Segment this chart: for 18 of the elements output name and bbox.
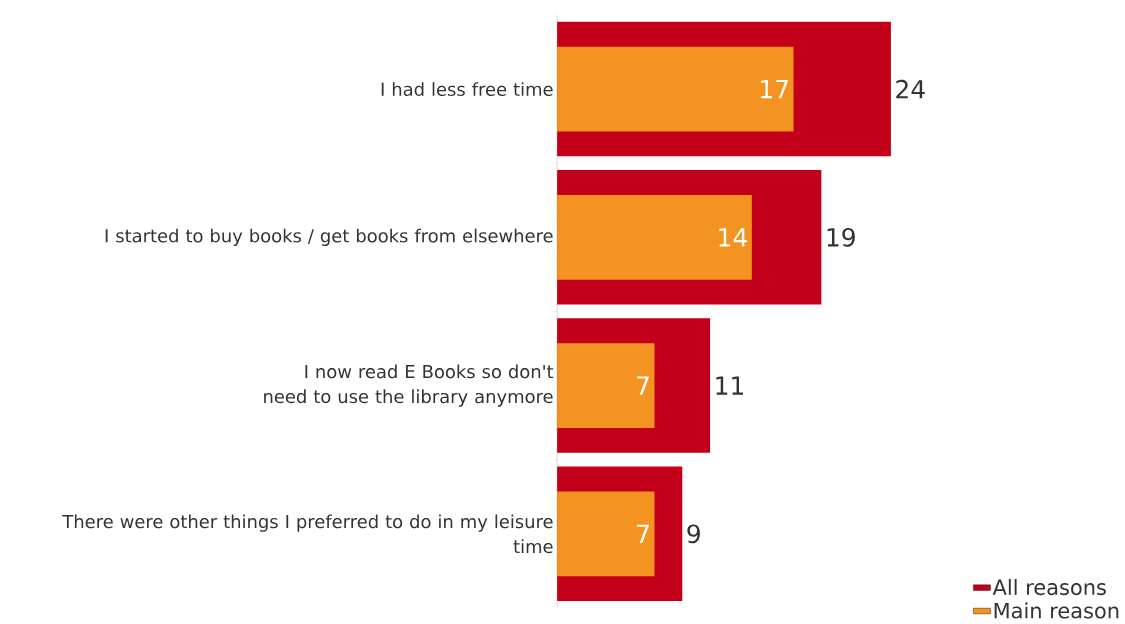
data-label: 19: [827, 228, 855, 247]
data-label: 14: [719, 228, 747, 247]
data-label: 9: [687, 524, 700, 544]
data-label: 7: [637, 524, 649, 544]
bar: [557, 195, 752, 280]
data-label: 7: [637, 376, 649, 395]
bar: [557, 491, 655, 577]
y-tick-label: I started to buy books / get books from elsewhere: [105, 228, 553, 247]
data-label: 11: [716, 376, 744, 395]
legend-label: All reasons: [992, 579, 1106, 596]
legend-label: Main reason: [994, 602, 1119, 619]
data-label: 24: [896, 79, 925, 99]
bar: [557, 46, 794, 132]
y-tick-label: I had less free time: [381, 82, 553, 97]
y-tick-label: I now read E Books so don't need to use the library anymore: [264, 364, 554, 407]
data-label: 17: [761, 80, 788, 99]
y-tick-label: There were other things I preferred to do in my leisure time: [62, 514, 553, 554]
bar: [557, 343, 655, 429]
